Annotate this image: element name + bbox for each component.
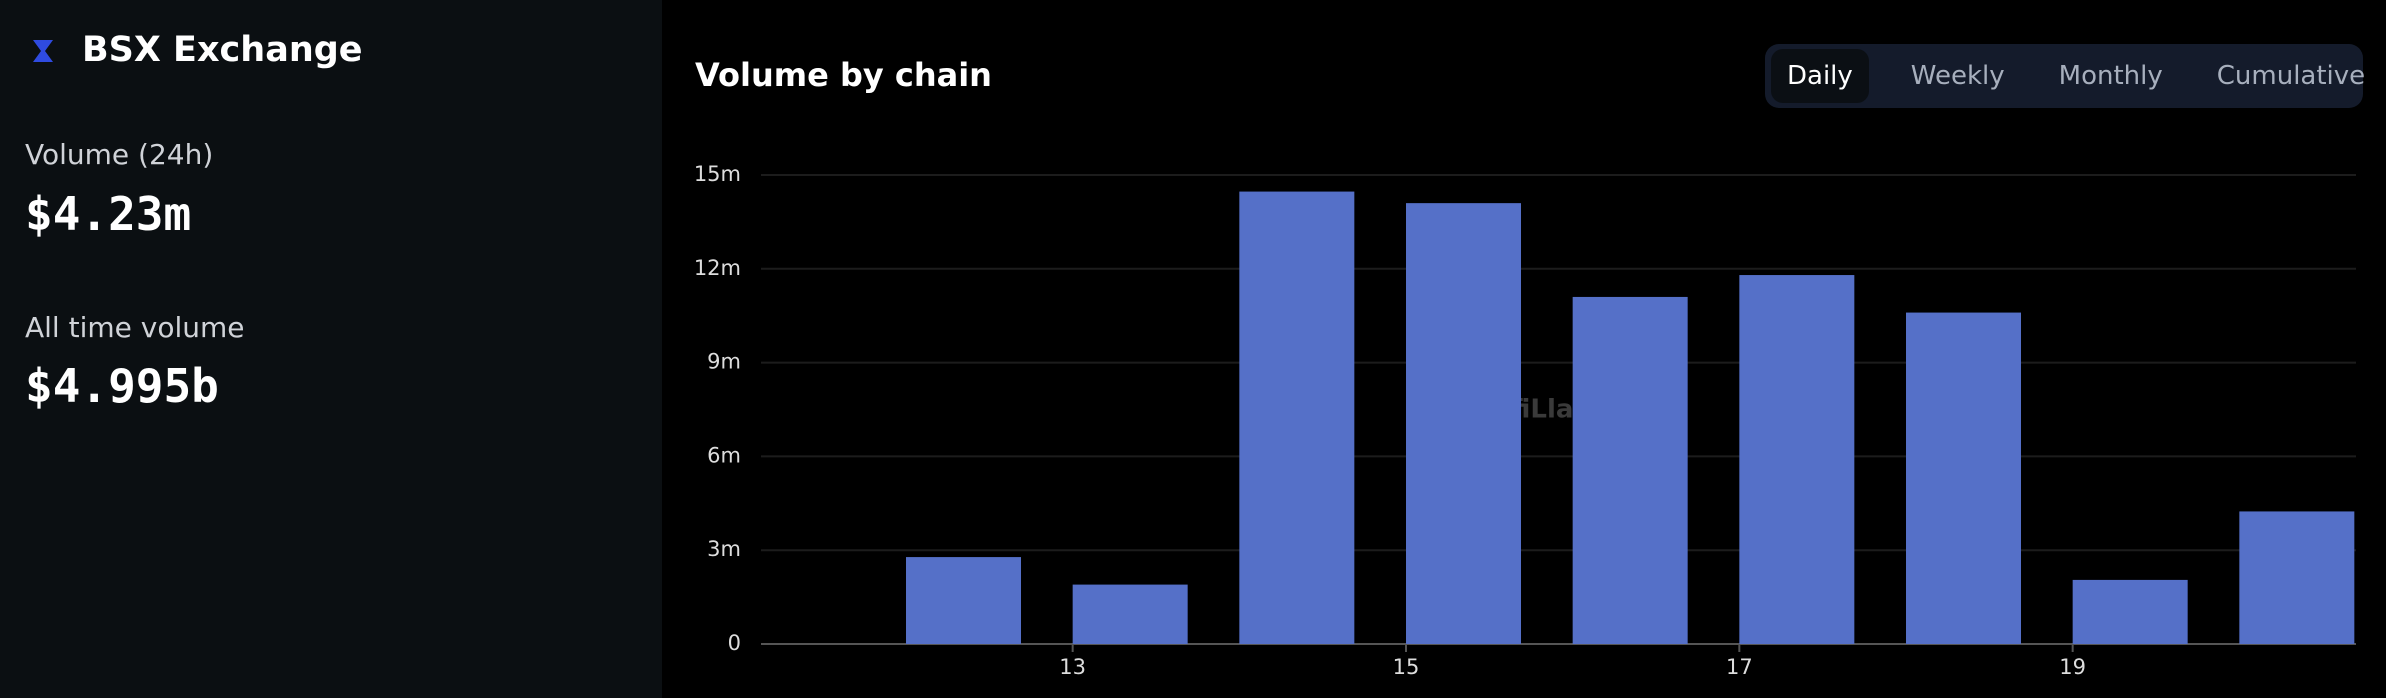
volume-label: Volume (24h): [25, 138, 214, 171]
y-tick-label: 0: [728, 631, 741, 655]
sidebar: BSX Exchange Volume (24h) $4.23m All tim…: [0, 0, 662, 698]
bar: [1739, 275, 1855, 644]
logo: [33, 40, 53, 62]
all-time-value: $4.995b: [25, 359, 219, 413]
x-tick-label: 13: [1059, 655, 1086, 679]
tab[interactable]: Daily: [1771, 49, 1869, 103]
bar: [1906, 312, 2021, 644]
y-tick-label: 9m: [707, 350, 741, 374]
volume-value: $4.23m: [25, 187, 192, 241]
bar: [1239, 191, 1355, 644]
bar: [2239, 511, 2355, 644]
tab[interactable]: Weekly: [1910, 61, 2005, 91]
y-tick-label: 3m: [707, 537, 741, 561]
all-time-label: All time volume: [25, 311, 245, 344]
bar: [1572, 296, 1688, 644]
bar: [1072, 584, 1188, 644]
bar: [906, 557, 1021, 644]
y-tick-label: 6m: [707, 443, 741, 467]
tab[interactable]: Cumulative: [2216, 61, 2366, 91]
x-tick-label: 19: [2059, 655, 2086, 679]
x-tick-label: 17: [1726, 655, 1753, 679]
tab[interactable]: Monthly: [2058, 61, 2163, 91]
y-tick-label: 12m: [694, 256, 741, 280]
bar: [2072, 579, 2188, 644]
chart-title: Volume by chain: [695, 56, 992, 94]
tab-group: Daily Weekly Monthly Cumulative: [1765, 44, 2365, 108]
x-tick-label: 15: [1393, 655, 1420, 679]
y-tick-label: 15m: [694, 162, 741, 186]
exchange-name: BSX Exchange: [82, 30, 363, 70]
bar: [1406, 203, 1521, 644]
